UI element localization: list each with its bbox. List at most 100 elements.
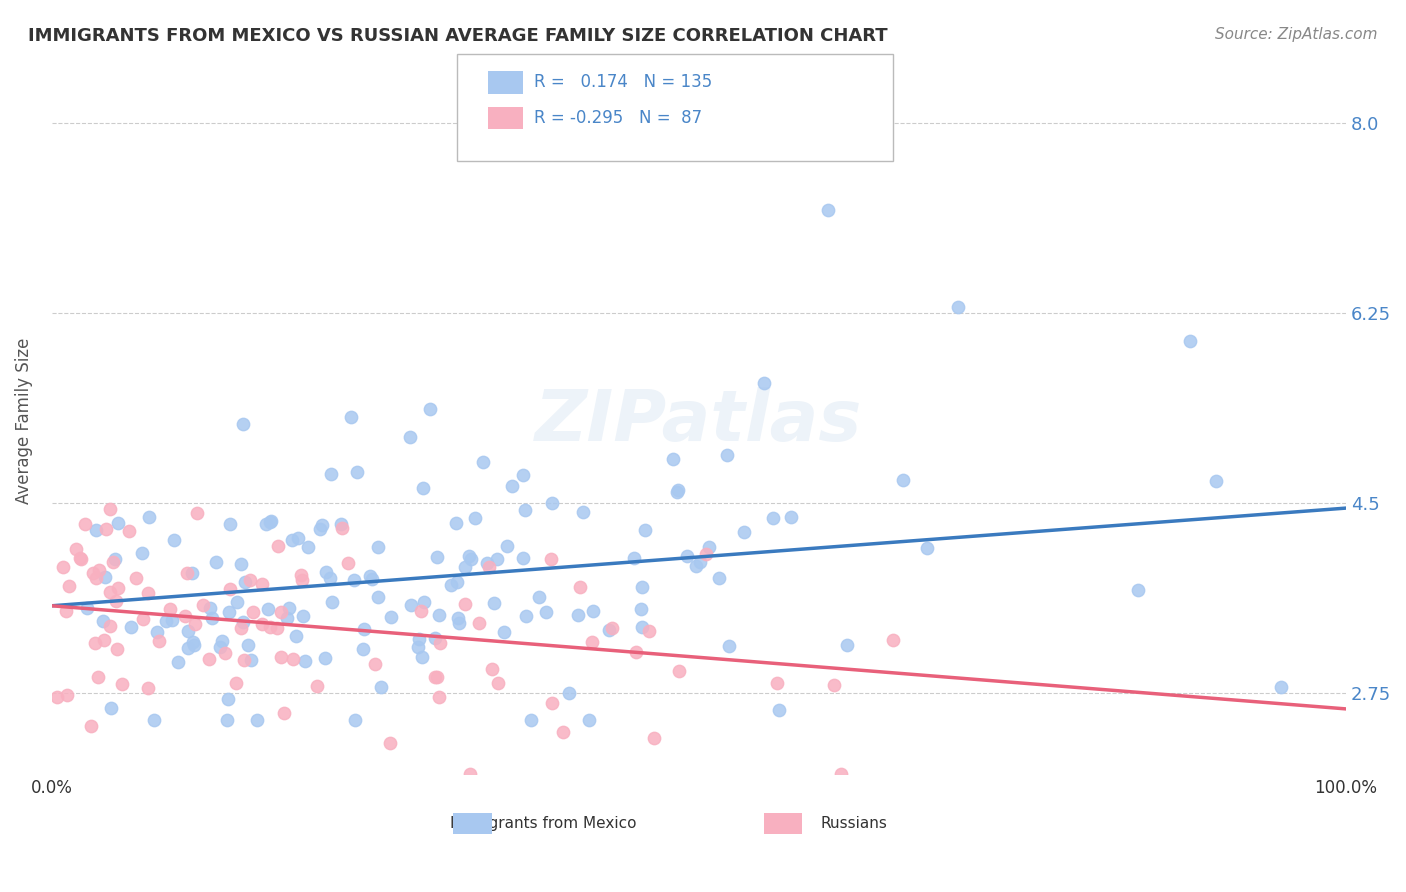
Point — [111, 677, 134, 691]
Point — [1180, 334, 1202, 348]
Point — [454, 598, 477, 612]
Point — [292, 608, 315, 623]
Point — [515, 608, 537, 623]
Point — [361, 572, 384, 586]
Point — [572, 505, 595, 519]
Point — [343, 713, 366, 727]
Point — [623, 551, 645, 566]
Point — [411, 650, 433, 665]
Point — [429, 636, 451, 650]
Point — [276, 611, 298, 625]
Point — [107, 516, 129, 530]
Point — [634, 523, 657, 537]
Point — [94, 522, 117, 536]
Point — [65, 541, 87, 556]
Point — [380, 610, 402, 624]
Point — [472, 455, 495, 469]
Point — [427, 608, 450, 623]
Point — [761, 511, 783, 525]
Point — [440, 578, 463, 592]
Point — [406, 640, 429, 654]
Point — [93, 632, 115, 647]
Point — [630, 602, 652, 616]
Point — [512, 551, 534, 566]
Point — [319, 571, 342, 585]
Point — [540, 496, 562, 510]
Point — [370, 680, 392, 694]
Point — [423, 670, 446, 684]
Point — [534, 606, 557, 620]
Point — [58, 579, 80, 593]
FancyBboxPatch shape — [453, 813, 492, 834]
Point — [266, 621, 288, 635]
Point — [315, 565, 337, 579]
Point — [412, 481, 434, 495]
Point — [486, 552, 509, 566]
Point — [240, 653, 263, 667]
Point — [427, 690, 450, 705]
Point — [155, 615, 177, 629]
Point — [697, 540, 720, 554]
Point — [882, 632, 904, 647]
Point — [343, 573, 366, 587]
Point — [214, 646, 236, 660]
Point — [84, 571, 107, 585]
Point — [458, 549, 481, 563]
Point — [346, 465, 368, 479]
Point — [631, 580, 654, 594]
Point — [270, 605, 292, 619]
Point — [120, 620, 142, 634]
Point — [105, 594, 128, 608]
Point — [82, 566, 104, 580]
Point — [486, 675, 509, 690]
Point — [45, 690, 67, 705]
Point — [177, 624, 200, 638]
Point — [558, 686, 581, 700]
Point — [181, 566, 204, 580]
Point — [211, 633, 233, 648]
Point — [330, 516, 353, 531]
Point — [426, 550, 449, 565]
Point — [891, 473, 914, 487]
Point — [55, 604, 77, 618]
Point — [52, 560, 75, 574]
Point — [98, 618, 121, 632]
Text: Russians: Russians — [821, 816, 887, 831]
Point — [446, 575, 468, 590]
Point — [685, 558, 707, 573]
Point — [198, 652, 221, 666]
Point — [98, 584, 121, 599]
Point — [1205, 474, 1227, 488]
Point — [411, 604, 433, 618]
Point — [380, 735, 402, 749]
Point — [104, 552, 127, 566]
Point — [837, 638, 859, 652]
Point — [84, 636, 107, 650]
Point — [173, 609, 195, 624]
Point — [291, 573, 314, 587]
Point — [481, 662, 503, 676]
Point — [425, 632, 447, 646]
Point — [638, 624, 661, 639]
Point — [330, 521, 353, 535]
Point — [398, 430, 420, 444]
Point — [675, 549, 697, 564]
Point — [290, 567, 312, 582]
Point — [817, 202, 839, 217]
Point — [321, 595, 343, 609]
Point — [218, 605, 240, 619]
Point — [225, 595, 247, 609]
Point — [501, 479, 523, 493]
Point — [419, 401, 441, 416]
Point — [340, 410, 363, 425]
Point — [259, 620, 281, 634]
Text: Source: ZipAtlas.com: Source: ZipAtlas.com — [1215, 27, 1378, 42]
Point — [177, 641, 200, 656]
Point — [581, 634, 603, 648]
Point — [367, 591, 389, 605]
Point — [183, 638, 205, 652]
Point — [413, 595, 436, 609]
Point — [734, 524, 756, 539]
Point — [254, 516, 277, 531]
Point — [184, 617, 207, 632]
